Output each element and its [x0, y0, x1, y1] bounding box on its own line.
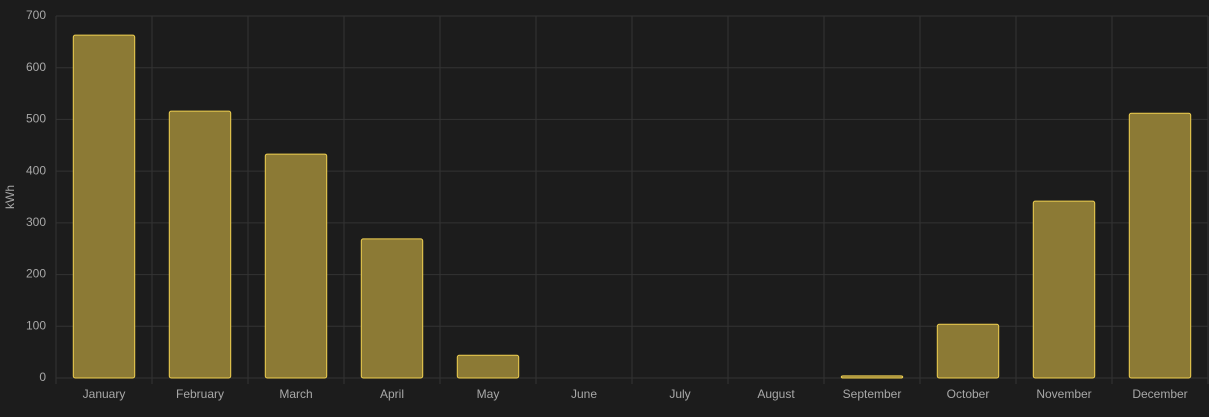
y-axis-label: kWh: [3, 185, 17, 209]
bar: [72, 34, 136, 379]
bar: [264, 153, 328, 379]
x-tick-label: March: [279, 387, 312, 401]
x-tick-label: February: [176, 387, 224, 401]
x-tick-label: July: [669, 387, 690, 401]
x-tick-label: August: [757, 387, 795, 401]
y-tick-label: 400: [26, 163, 46, 177]
bar: [936, 323, 1000, 379]
y-tick-label: 500: [26, 112, 46, 126]
bar: [456, 354, 520, 379]
bar: [1032, 200, 1096, 379]
bar: [840, 375, 904, 379]
bar: [360, 238, 424, 379]
x-tick-label: January: [83, 387, 126, 401]
x-tick-label: May: [477, 387, 500, 401]
y-tick-label: 700: [26, 8, 46, 22]
bar: [168, 110, 232, 379]
x-tick-label: October: [947, 387, 990, 401]
bar: [1128, 112, 1192, 379]
x-tick-label: June: [571, 387, 597, 401]
x-tick-label: April: [380, 387, 404, 401]
y-tick-label: 300: [26, 215, 46, 229]
y-tick-label: 100: [26, 318, 46, 332]
x-tick-label: September: [843, 387, 902, 401]
y-tick-label: 200: [26, 267, 46, 281]
y-tick-label: 0: [39, 370, 46, 384]
x-tick-label: December: [1132, 387, 1187, 401]
x-tick-label: November: [1036, 387, 1091, 401]
y-tick-label: 600: [26, 60, 46, 74]
